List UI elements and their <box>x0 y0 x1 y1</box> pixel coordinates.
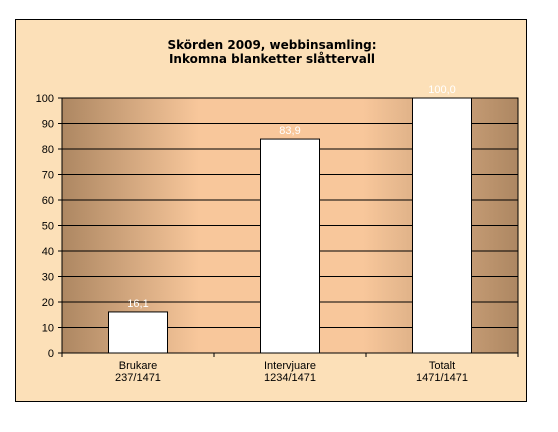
bar <box>412 97 472 354</box>
bar <box>260 138 320 354</box>
y-tick-label: 100 <box>36 93 54 105</box>
y-tick-label: 70 <box>42 170 54 182</box>
y-tick-label: 80 <box>42 144 54 156</box>
bar-chart: Skörden 2009, webbinsamling: Inkomna bla… <box>36 38 519 384</box>
category-sublabel: 1471/1471 <box>416 372 468 384</box>
y-tick-label: 10 <box>42 323 54 335</box>
chart-title-line-2: Inkomna blanketter slåttervall <box>169 52 375 66</box>
data-labels: 16,1 83,9 100,0 <box>127 84 455 310</box>
y-axis-tick-labels: 0 10 20 30 40 50 60 70 80 90 100 <box>36 93 62 360</box>
y-tick-label: 90 <box>42 119 54 131</box>
category-label: Intervjuare <box>264 360 316 372</box>
chart-title-line-1: Skörden 2009, webbinsamling: <box>167 38 376 52</box>
y-tick-label: 60 <box>42 195 54 207</box>
data-label: 16,1 <box>127 298 148 310</box>
y-tick-label: 50 <box>42 221 54 233</box>
category-label: Totalt <box>429 360 455 372</box>
category-sublabel: 237/1471 <box>115 372 161 384</box>
bar <box>108 311 168 354</box>
category-sublabel: 1234/1471 <box>264 372 316 384</box>
chart-frame: Skörden 2009, webbinsamling: Inkomna bla… <box>15 19 527 402</box>
data-label: 83,9 <box>279 125 300 137</box>
y-tick-label: 40 <box>42 246 54 258</box>
y-tick-label: 30 <box>42 272 54 284</box>
y-tick-label: 20 <box>42 297 54 309</box>
category-label: Brukare <box>119 360 158 372</box>
y-tick-label: 0 <box>48 348 54 360</box>
data-label: 100,0 <box>428 84 456 96</box>
bars <box>108 97 472 354</box>
